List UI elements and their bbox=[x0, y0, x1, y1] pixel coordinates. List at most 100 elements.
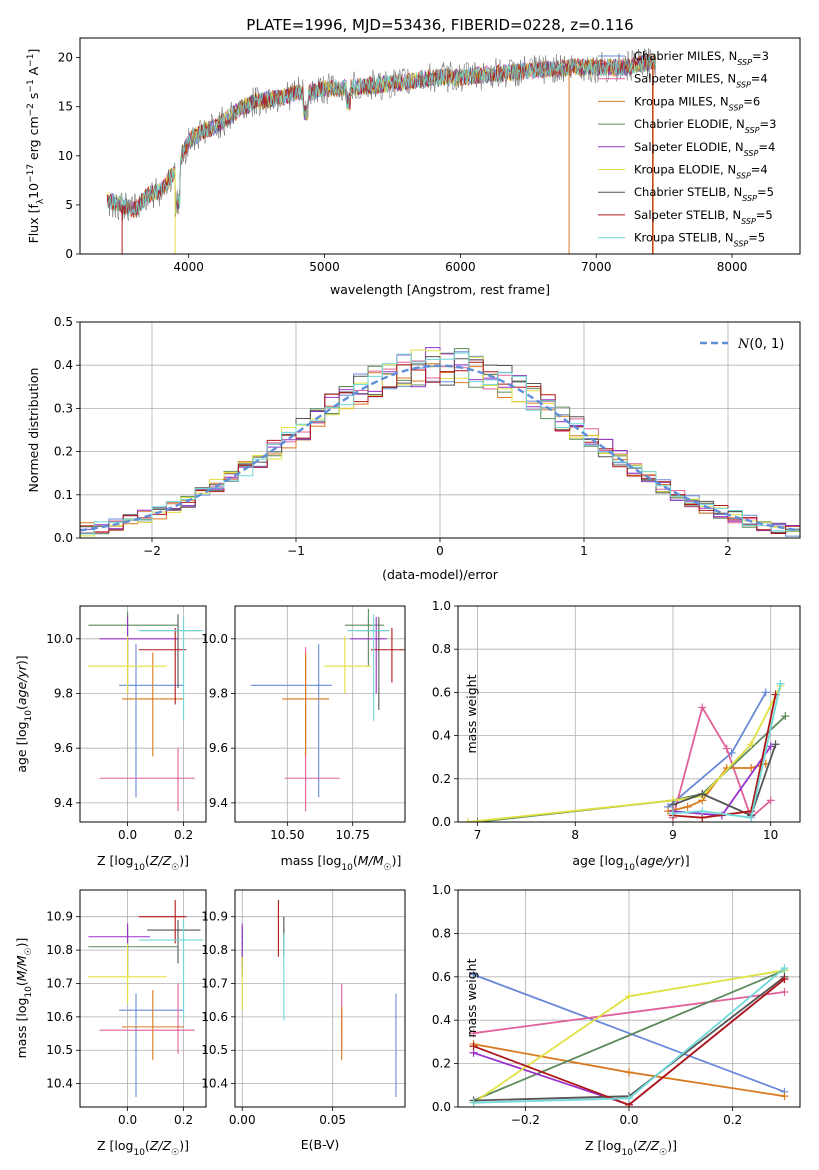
mass-weight-vs-metallicity-plot-area bbox=[469, 964, 789, 1107]
y-tick-label: 0.6 bbox=[432, 970, 451, 984]
y-tick-label: 9.8 bbox=[54, 686, 73, 700]
y-axis-label: age [log10(age/yr)] bbox=[14, 655, 34, 772]
x-tick-label: 0 bbox=[436, 544, 444, 558]
weight-marker-chabrier_elodie bbox=[473, 818, 482, 822]
x-tick-label: 7000 bbox=[581, 260, 612, 274]
point-kroupa_miles bbox=[152, 698, 154, 700]
y-tick-label: 20 bbox=[58, 51, 73, 65]
weight-marker-salpeter_miles bbox=[469, 1029, 478, 1038]
x-axis-label: Z [log10(Z/Z☉)] bbox=[585, 1138, 677, 1158]
y-tick-label: 1.0 bbox=[432, 883, 451, 897]
y-tick-label: 0.8 bbox=[432, 642, 451, 656]
weight-marker-kroupa_stelib bbox=[698, 807, 707, 816]
x-tick-label: 0.0 bbox=[118, 1113, 137, 1127]
x-tick-label: 10.75 bbox=[336, 828, 370, 842]
weight-line-chabrier_stelib bbox=[672, 743, 777, 817]
y-tick-label: 10 bbox=[58, 149, 73, 163]
x-axis-label: (data-model)/error bbox=[382, 567, 499, 582]
weight-marker-salpeter_elodie bbox=[766, 742, 775, 751]
axes-frame bbox=[457, 605, 801, 823]
spectrum-plot-area bbox=[106, 48, 657, 254]
axes-frame bbox=[457, 889, 801, 1108]
weight-marker-kroupa_elodie bbox=[625, 992, 633, 1001]
weight-marker-kroupa_miles bbox=[780, 1092, 789, 1101]
y-tick-label: 10.8 bbox=[46, 943, 73, 957]
point-salpeter_stelib bbox=[391, 648, 393, 651]
y-tick-label: 9.4 bbox=[209, 796, 228, 810]
normal-curve bbox=[80, 364, 800, 532]
legend-label-chabrier_miles: Chabrier MILES, NSSP=3 bbox=[634, 49, 769, 67]
y-tick-label: 9.8 bbox=[209, 686, 228, 700]
point-kroupa_elodie bbox=[126, 665, 129, 667]
x-axis-label: Z [log10(Z/Z☉)] bbox=[97, 853, 189, 873]
y-tick-label: 10.7 bbox=[201, 976, 228, 990]
mass-weight-vs-metallicity-panel: −0.2 0.0 0.2 0.0 0.2 0.4 0.6 0.8 1.0 Z [log10(Z/Z… bbox=[432, 883, 801, 1158]
axes-frame bbox=[79, 37, 801, 255]
x-tick-label: 0.0 bbox=[619, 1113, 638, 1127]
x-tick-label: 10 bbox=[763, 828, 778, 842]
legend-label-kroupa_elodie: Kroupa ELODIE, NSSP=4 bbox=[634, 163, 768, 181]
residual-histogram-panel: −2 −1 0 1 2 0.0 0.1 0.2 0.3 0.4 0.5 (data-model)/er… bbox=[26, 315, 801, 582]
age-vs-mass-plot-area bbox=[250, 608, 405, 812]
y-tick-label: 10.5 bbox=[46, 1043, 73, 1057]
y-tick-label: 9.4 bbox=[54, 796, 73, 810]
y-tick-label: 0.2 bbox=[432, 1057, 451, 1071]
y-tick-label: 10.7 bbox=[46, 976, 73, 990]
legend: Chabrier MILES, NSSP=3 Salpeter MILES, NS… bbox=[598, 49, 776, 248]
y-tick-label: 0.6 bbox=[432, 685, 451, 699]
y-axis-label: mass weight bbox=[464, 674, 479, 753]
x-tick-label: 10.50 bbox=[270, 828, 304, 842]
point-kroupa_stelib bbox=[372, 629, 375, 632]
y-tick-label: 0.4 bbox=[54, 358, 73, 372]
mass-vs-extinction-panel: 0.00 0.05 10.4 10.5 10.6 10.7 10.8 10.9 E(B-V) bbox=[201, 889, 406, 1152]
weight-marker-kroupa_stelib bbox=[747, 813, 756, 822]
point-kroupa_stelib bbox=[182, 939, 185, 941]
legend-label-salpeter_miles: Salpeter MILES, NSSP=4 bbox=[634, 72, 768, 90]
x-axis-label: mass [log10(M/M☉)] bbox=[281, 853, 402, 873]
weight-line-chabrier_miles bbox=[667, 691, 767, 808]
point-salpeter_elodie bbox=[375, 638, 378, 640]
weight-line-chabrier_miles bbox=[473, 973, 785, 1093]
weight-marker-kroupa_stelib bbox=[625, 1094, 633, 1103]
legend-label-salpeter_stelib: Salpeter STELIB, NSSP=5 bbox=[634, 208, 773, 226]
y-tick-label: 0.4 bbox=[432, 729, 451, 743]
y-tick-label: 10.9 bbox=[201, 910, 228, 924]
y-tick-label: 5 bbox=[65, 198, 73, 212]
weight-marker-chabrier_miles bbox=[761, 688, 770, 697]
point-salpeter_miles bbox=[304, 777, 307, 780]
y-axis-label: Flux [fλ10−17 erg cm−2 s−1 A−1] bbox=[26, 49, 46, 244]
point-salpeter_miles bbox=[177, 1029, 179, 1032]
weight-marker-kroupa_miles bbox=[683, 802, 692, 811]
y-tick-label: 0.1 bbox=[54, 488, 73, 502]
point-chabrier_stelib bbox=[283, 929, 285, 931]
axes-frame bbox=[79, 321, 801, 539]
point-kroupa_stelib bbox=[182, 629, 185, 632]
y-tick-label: 10.5 bbox=[201, 1043, 228, 1057]
y-tick-label: 10.6 bbox=[46, 1010, 73, 1024]
weight-marker-chabrier_stelib bbox=[771, 740, 780, 749]
legend-label-chabrier_elodie: Chabrier ELODIE, NSSP=3 bbox=[634, 117, 776, 135]
x-tick-label: 0.2 bbox=[174, 1113, 193, 1127]
y-tick-label: 10.4 bbox=[201, 1077, 228, 1091]
weight-marker-chabrier_stelib bbox=[698, 789, 707, 798]
weight-marker-salpeter_miles bbox=[698, 703, 707, 712]
x-tick-label: 0.2 bbox=[723, 1113, 742, 1127]
y-axis-label: mass weight bbox=[464, 958, 479, 1037]
point-kroupa_elodie bbox=[241, 976, 244, 978]
y-tick-label: 0 bbox=[65, 247, 73, 261]
x-tick-label: −2 bbox=[143, 544, 161, 558]
x-axis-label: age [log10(age/yr)] bbox=[572, 853, 689, 873]
axes-frame bbox=[79, 605, 207, 823]
y-tick-label: 9.6 bbox=[54, 741, 73, 755]
weight-marker-salpeter_miles bbox=[780, 987, 789, 996]
weight-marker-chabrier_miles bbox=[469, 970, 478, 979]
weight-line-chabrier_elodie bbox=[473, 969, 785, 1102]
axes-frame bbox=[234, 605, 406, 823]
age-vs-metallicity-panel: 0.0 0.2 9.4 9.6 9.8 10.0 Z [log10(Z/Z☉)] age [l… bbox=[14, 605, 207, 873]
x-tick-label: 0.00 bbox=[229, 1113, 256, 1127]
weight-marker-kroupa_elodie bbox=[463, 818, 472, 822]
weight-marker-chabrier_stelib bbox=[668, 800, 677, 809]
weight-marker-kroupa_miles bbox=[625, 1068, 633, 1077]
x-tick-label: 6000 bbox=[445, 260, 476, 274]
spectrum-line-salpeter_stelib bbox=[106, 54, 656, 218]
